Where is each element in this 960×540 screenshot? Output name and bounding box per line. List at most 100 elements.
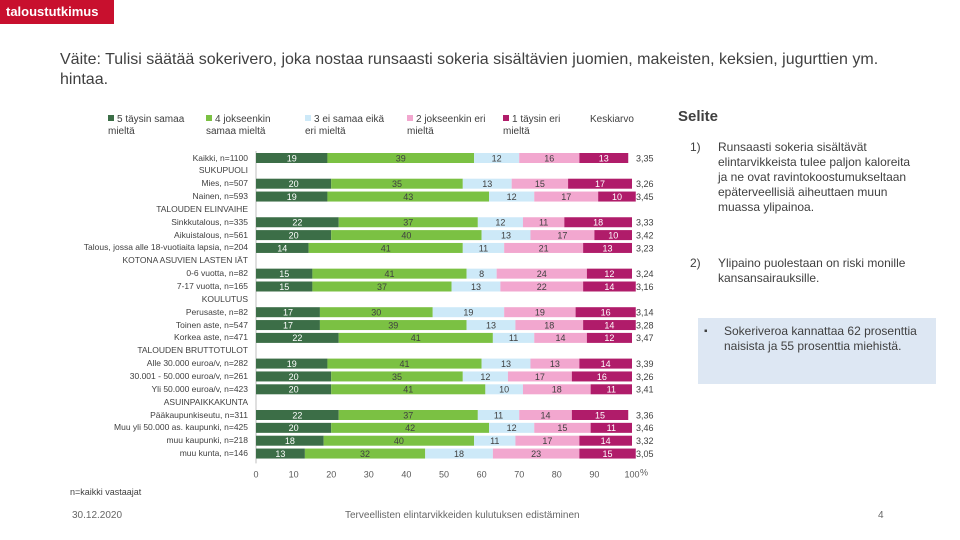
data-label: 43 (403, 192, 413, 202)
data-label: 19 (287, 359, 297, 369)
bar-segment (586, 268, 632, 279)
bar-segment (256, 281, 313, 292)
data-label: 18 (454, 449, 464, 459)
data-label: 11 (509, 333, 518, 343)
bar-segment (579, 358, 632, 369)
bar-segment (338, 332, 493, 343)
bar-segment (319, 307, 433, 318)
bar-segment (583, 281, 636, 292)
row-label: 7-17 vuotta, n=165 (176, 281, 248, 291)
data-label: 19 (287, 153, 297, 163)
legend-swatch (305, 115, 311, 121)
bar-segment (432, 307, 505, 318)
data-label: 23 (531, 449, 541, 459)
x-unit-label: % (640, 467, 648, 477)
brand-logo: taloustutkimus (0, 0, 114, 24)
row-label: muu kunta, n=146 (179, 448, 248, 459)
data-label: 11 (479, 243, 488, 253)
data-label: 21 (539, 243, 549, 253)
data-label: 11 (494, 410, 503, 420)
bar-segment (256, 448, 305, 459)
bar-segment (256, 332, 339, 343)
row-label: 30.001 - 50.000 euroa/v, n=261 (129, 370, 248, 381)
highlight-box: ▪ Sokeriveroa kannattaa 62 prosenttia na… (698, 318, 936, 384)
data-label: 12 (507, 192, 517, 202)
row-label: Kaikki, n=1100 (192, 152, 248, 163)
bar-segment (256, 217, 339, 228)
data-label: 19 (287, 192, 297, 202)
data-label: 11 (539, 218, 548, 228)
data-label: 10 (499, 385, 509, 395)
bar-segment (256, 307, 320, 318)
data-label: 40 (394, 436, 404, 446)
bar-segment (312, 281, 452, 292)
group-header: ASUINPAIKKAKUNTA (163, 396, 248, 407)
mean-value: 3,24 (636, 269, 654, 279)
legend-label: 1 täysin eri mieltä (503, 114, 561, 137)
bar-segment (534, 332, 587, 343)
legend-label: 4 jokseenkin samaa mieltä (206, 114, 271, 137)
legend-label: 5 täysin samaa mieltä (108, 114, 185, 137)
data-label: 19 (463, 308, 473, 318)
data-label: 32 (360, 449, 370, 459)
bar-segment (256, 410, 339, 420)
highlight-text: Sokeriveroa kannattaa 62 prosenttia nais… (724, 324, 917, 353)
page-number: 4 (878, 510, 884, 521)
bar-segment (256, 191, 328, 202)
x-tick-label: 100 (624, 469, 639, 479)
row-label: Toinen aste, n=547 (175, 319, 248, 330)
bar-segment (477, 217, 523, 228)
bar-segment (522, 217, 565, 228)
data-label: 22 (292, 218, 302, 228)
bar-segment (312, 268, 467, 279)
mean-value: 3,23 (636, 243, 654, 253)
data-label: 19 (535, 308, 545, 318)
bar-segment (586, 332, 632, 343)
legend-swatch (407, 115, 413, 121)
x-tick-label: 90 (589, 469, 599, 479)
mean-value: 3,26 (636, 372, 654, 382)
data-label: 13 (550, 359, 560, 369)
mean-value: 3,46 (636, 423, 654, 433)
legend-item-3: 3 ei samaa eikä eri mieltä (305, 114, 397, 138)
bar-segment (571, 410, 629, 420)
group-header: SUKUPUOLI (198, 165, 248, 176)
row-label: Pääkaupunkiseutu, n=311 (150, 409, 248, 420)
mean-value: 3,28 (636, 320, 654, 330)
data-label: 20 (289, 372, 299, 382)
bar-segment (496, 268, 587, 279)
bar-segment (481, 358, 531, 369)
data-label: 10 (612, 192, 622, 202)
bar-segment (327, 358, 482, 369)
data-label: 14 (601, 436, 611, 446)
data-label: 17 (557, 230, 567, 240)
data-label: 17 (535, 372, 545, 382)
x-tick-label: 50 (439, 469, 449, 479)
legend-item-5: 5 täysin samaa mieltä (108, 114, 208, 138)
bar-segment (338, 217, 478, 228)
bar-segment (522, 384, 591, 395)
mean-value: 3,32 (636, 436, 654, 446)
bar-segment (327, 191, 490, 202)
bar-segment (256, 435, 324, 446)
data-label: 35 (392, 372, 402, 382)
data-label: 13 (482, 179, 492, 189)
selite-text: Ylipaino puolestaan on riski monille kan… (718, 256, 906, 285)
data-label: 18 (552, 385, 562, 395)
data-label: 13 (599, 153, 609, 163)
row-label: Alle 30.000 euroa/v, n=282 (146, 358, 248, 369)
x-tick-label: 70 (514, 469, 524, 479)
bar-segment (327, 153, 475, 163)
bar-segment (492, 448, 580, 459)
data-label: 14 (541, 410, 551, 420)
row-label: Yli 50.000 euroa/v, n=423 (151, 383, 248, 394)
data-label: 14 (604, 320, 614, 330)
bar-segment (474, 153, 520, 163)
bar-segment (462, 242, 505, 253)
data-label: 41 (400, 359, 410, 369)
data-label: 41 (381, 243, 391, 253)
data-label: 15 (595, 410, 605, 420)
x-tick-label: 30 (364, 469, 374, 479)
bar-segment (492, 332, 535, 343)
